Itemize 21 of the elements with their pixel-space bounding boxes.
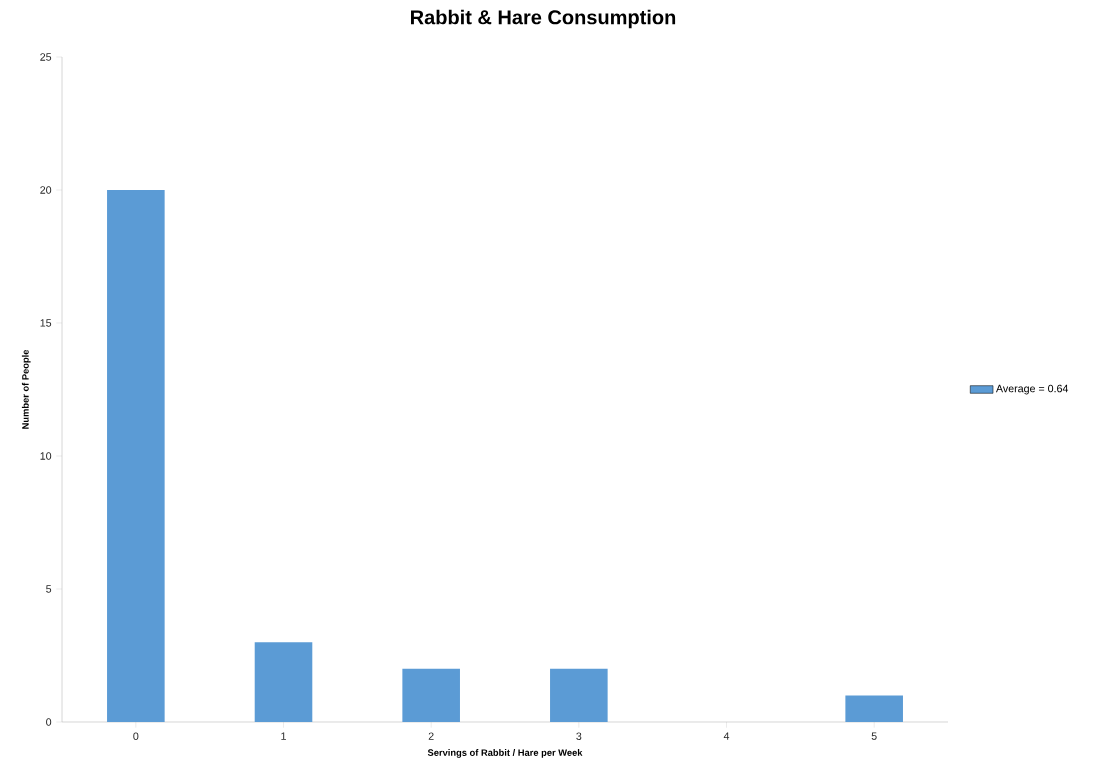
y-axis-title: Number of People	[21, 349, 31, 429]
x-tick-label: 5	[871, 732, 877, 740]
y-tick-label: 0	[46, 718, 52, 726]
bar	[402, 668, 460, 722]
bar	[550, 668, 608, 722]
x-tick-label: 3	[576, 732, 582, 740]
x-axis-title: Servings of Rabbit / Hare per Week	[427, 749, 583, 758]
y-tick-label: 25	[40, 53, 52, 61]
x-tick-label: 1	[281, 732, 286, 740]
y-tick-label: 5	[46, 585, 52, 593]
x-tick-label: 2	[428, 732, 434, 740]
bar	[845, 695, 903, 722]
bar	[107, 189, 165, 722]
bar	[254, 642, 313, 722]
x-tick-label: 0	[133, 732, 139, 740]
y-tick-label: 15	[40, 319, 52, 327]
legend-label: Average = 0.64	[995, 384, 1069, 395]
y-tick-label: 10	[40, 452, 52, 460]
y-tick-label: 20	[40, 186, 52, 194]
chart-title: Rabbit & Hare Consumption	[411, 9, 676, 29]
x-tick-label: 4	[723, 732, 730, 740]
